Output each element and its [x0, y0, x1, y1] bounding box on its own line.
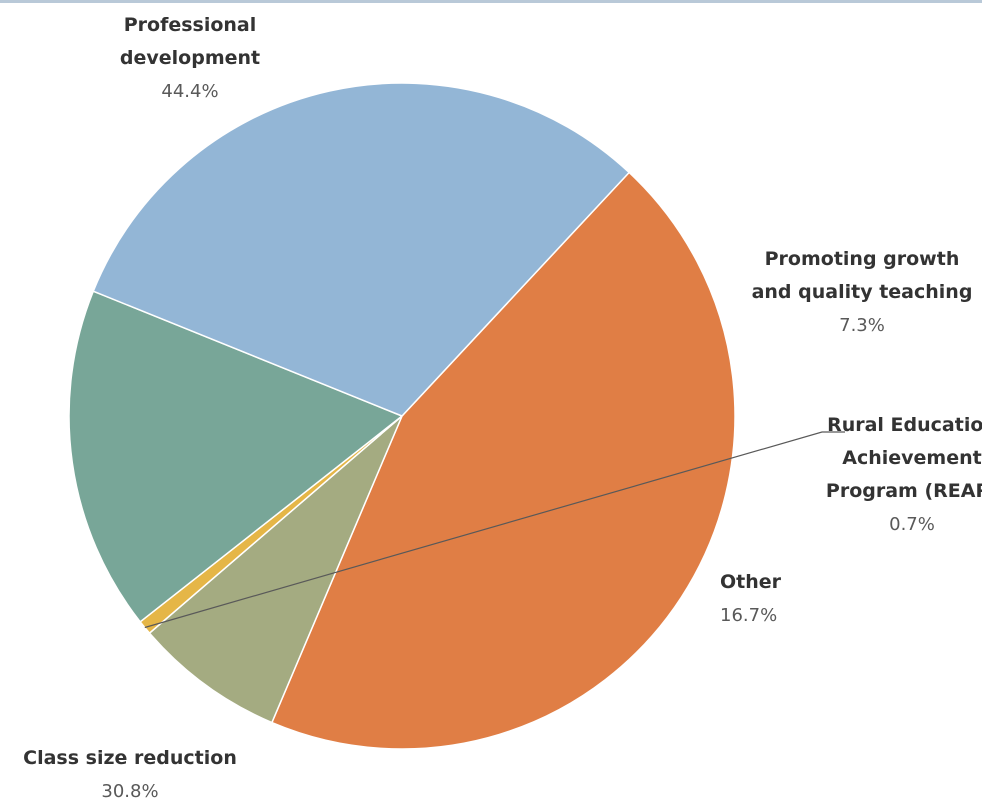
- pie-slices: [68, 82, 736, 750]
- slice-name-line: development: [120, 47, 260, 69]
- slice-label-professional-development: Professional development 44.4%: [120, 14, 260, 102]
- slice-name-line: Achievement: [842, 447, 981, 469]
- pie-slice-class-size-reduction: [92, 82, 631, 417]
- slice-label-class-size-reduction: Class size reduction 30.8%: [23, 747, 237, 802]
- slice-label-rural-education: Rural Education Achievement Program (REAP)…: [826, 414, 982, 535]
- slice-percentage: 7.3%: [839, 315, 885, 336]
- slice-name-line: Professional: [124, 14, 257, 36]
- slice-percentage: 30.8%: [101, 781, 158, 802]
- slice-percentage: 0.7%: [889, 514, 935, 535]
- pie-slice-other: [68, 290, 404, 623]
- slice-name-line: Class size reduction: [23, 747, 237, 769]
- slice-name-line: Other: [720, 571, 782, 593]
- slice-percentage: 16.7%: [720, 605, 777, 626]
- leader-line-rural-education: [144, 431, 845, 629]
- leader-lines: [144, 431, 845, 629]
- slice-label-other: Other 16.7%: [720, 571, 782, 626]
- slice-name-line: and quality teaching: [752, 281, 973, 303]
- pie-slice-promoting-growth: [148, 415, 403, 724]
- top-border: [0, 0, 982, 3]
- slice-labels: Professional development 44.4% Promoting gr…: [23, 14, 982, 802]
- pie-slice-professional-development: [270, 171, 736, 750]
- slice-percentage: 44.4%: [161, 81, 218, 102]
- slice-label-promoting-growth: Promoting growth and quality teaching 7.3%: [752, 248, 973, 336]
- slice-name-line: Program (REAP): [826, 480, 982, 502]
- slice-name-line: Rural Education: [827, 414, 982, 436]
- slice-name-line: Promoting growth: [765, 248, 960, 270]
